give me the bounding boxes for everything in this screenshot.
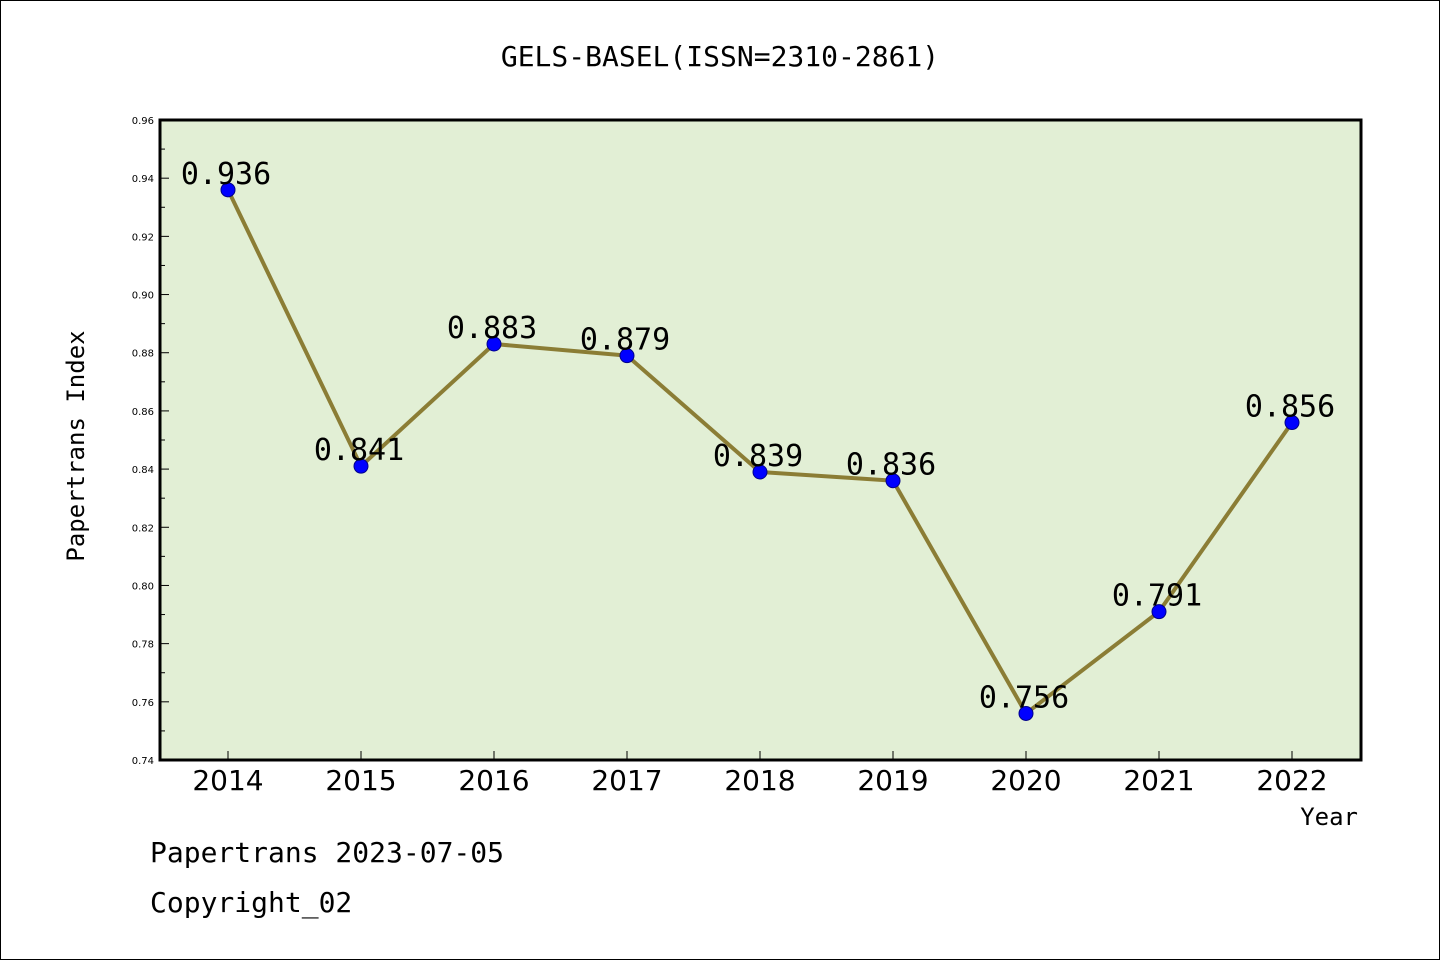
data-label: 0.841 — [314, 433, 404, 468]
data-point — [1151, 604, 1167, 620]
y-axis-label: Papertrans Index — [62, 330, 90, 561]
y-tick-label: 0.88 — [132, 349, 154, 360]
y-tick-label: 0.92 — [132, 232, 154, 243]
y-tick-label: 0.96 — [132, 116, 154, 127]
data-point — [1018, 705, 1034, 721]
plot-background — [160, 120, 1361, 760]
x-tick-label: 2015 — [325, 764, 396, 797]
y-tick-label: 0.82 — [132, 523, 154, 534]
y-tick-label: 0.94 — [132, 174, 154, 185]
data-point — [486, 336, 502, 352]
x-tick-label: 2017 — [591, 764, 662, 797]
x-tick-label: 2020 — [990, 764, 1061, 797]
data-label: 0.883 — [447, 311, 537, 346]
data-label: 0.836 — [846, 448, 936, 483]
x-tick-label: 2022 — [1256, 764, 1327, 797]
x-axis-label: Year — [1300, 803, 1358, 831]
y-tick-label: 0.74 — [132, 756, 154, 767]
data-label: 0.839 — [713, 439, 803, 474]
data-point — [220, 182, 236, 198]
plot-area: 0.74 0.76 0.78 0.80 0.82 0.84 0.86 0.88 0.90 0.92… — [132, 116, 1363, 797]
x-tick-label: 2019 — [857, 764, 928, 797]
chart-title: GELS-BASEL(ISSN=2310-2861) — [501, 40, 939, 73]
data-label: 0.879 — [580, 323, 670, 358]
y-tick-label: 0.78 — [132, 640, 154, 651]
x-tick-label: 2014 — [192, 764, 263, 797]
data-point — [752, 464, 768, 480]
x-tick-label: 2018 — [724, 764, 795, 797]
y-tick-label: 0.76 — [132, 698, 154, 709]
data-label: 0.936 — [181, 157, 271, 192]
data-label: 0.791 — [1112, 579, 1202, 614]
x-tick-label: 2021 — [1123, 764, 1194, 797]
data-label: 0.856 — [1245, 390, 1335, 425]
footer-copyright: Copyright_02 — [150, 886, 353, 919]
data-point — [353, 458, 369, 474]
y-tick-label: 0.80 — [132, 581, 154, 592]
y-tick-label: 0.90 — [132, 291, 154, 302]
x-tick-label: 2016 — [458, 764, 529, 797]
footer-date: Papertrans 2023-07-05 — [150, 836, 505, 869]
data-point — [885, 473, 901, 489]
data-label: 0.756 — [979, 680, 1069, 715]
y-tick-label: 0.84 — [132, 465, 154, 476]
axes-frame — [158, 118, 1363, 762]
y-tick-label: 0.86 — [132, 407, 154, 418]
data-point — [619, 348, 635, 364]
data-point — [1284, 415, 1300, 431]
